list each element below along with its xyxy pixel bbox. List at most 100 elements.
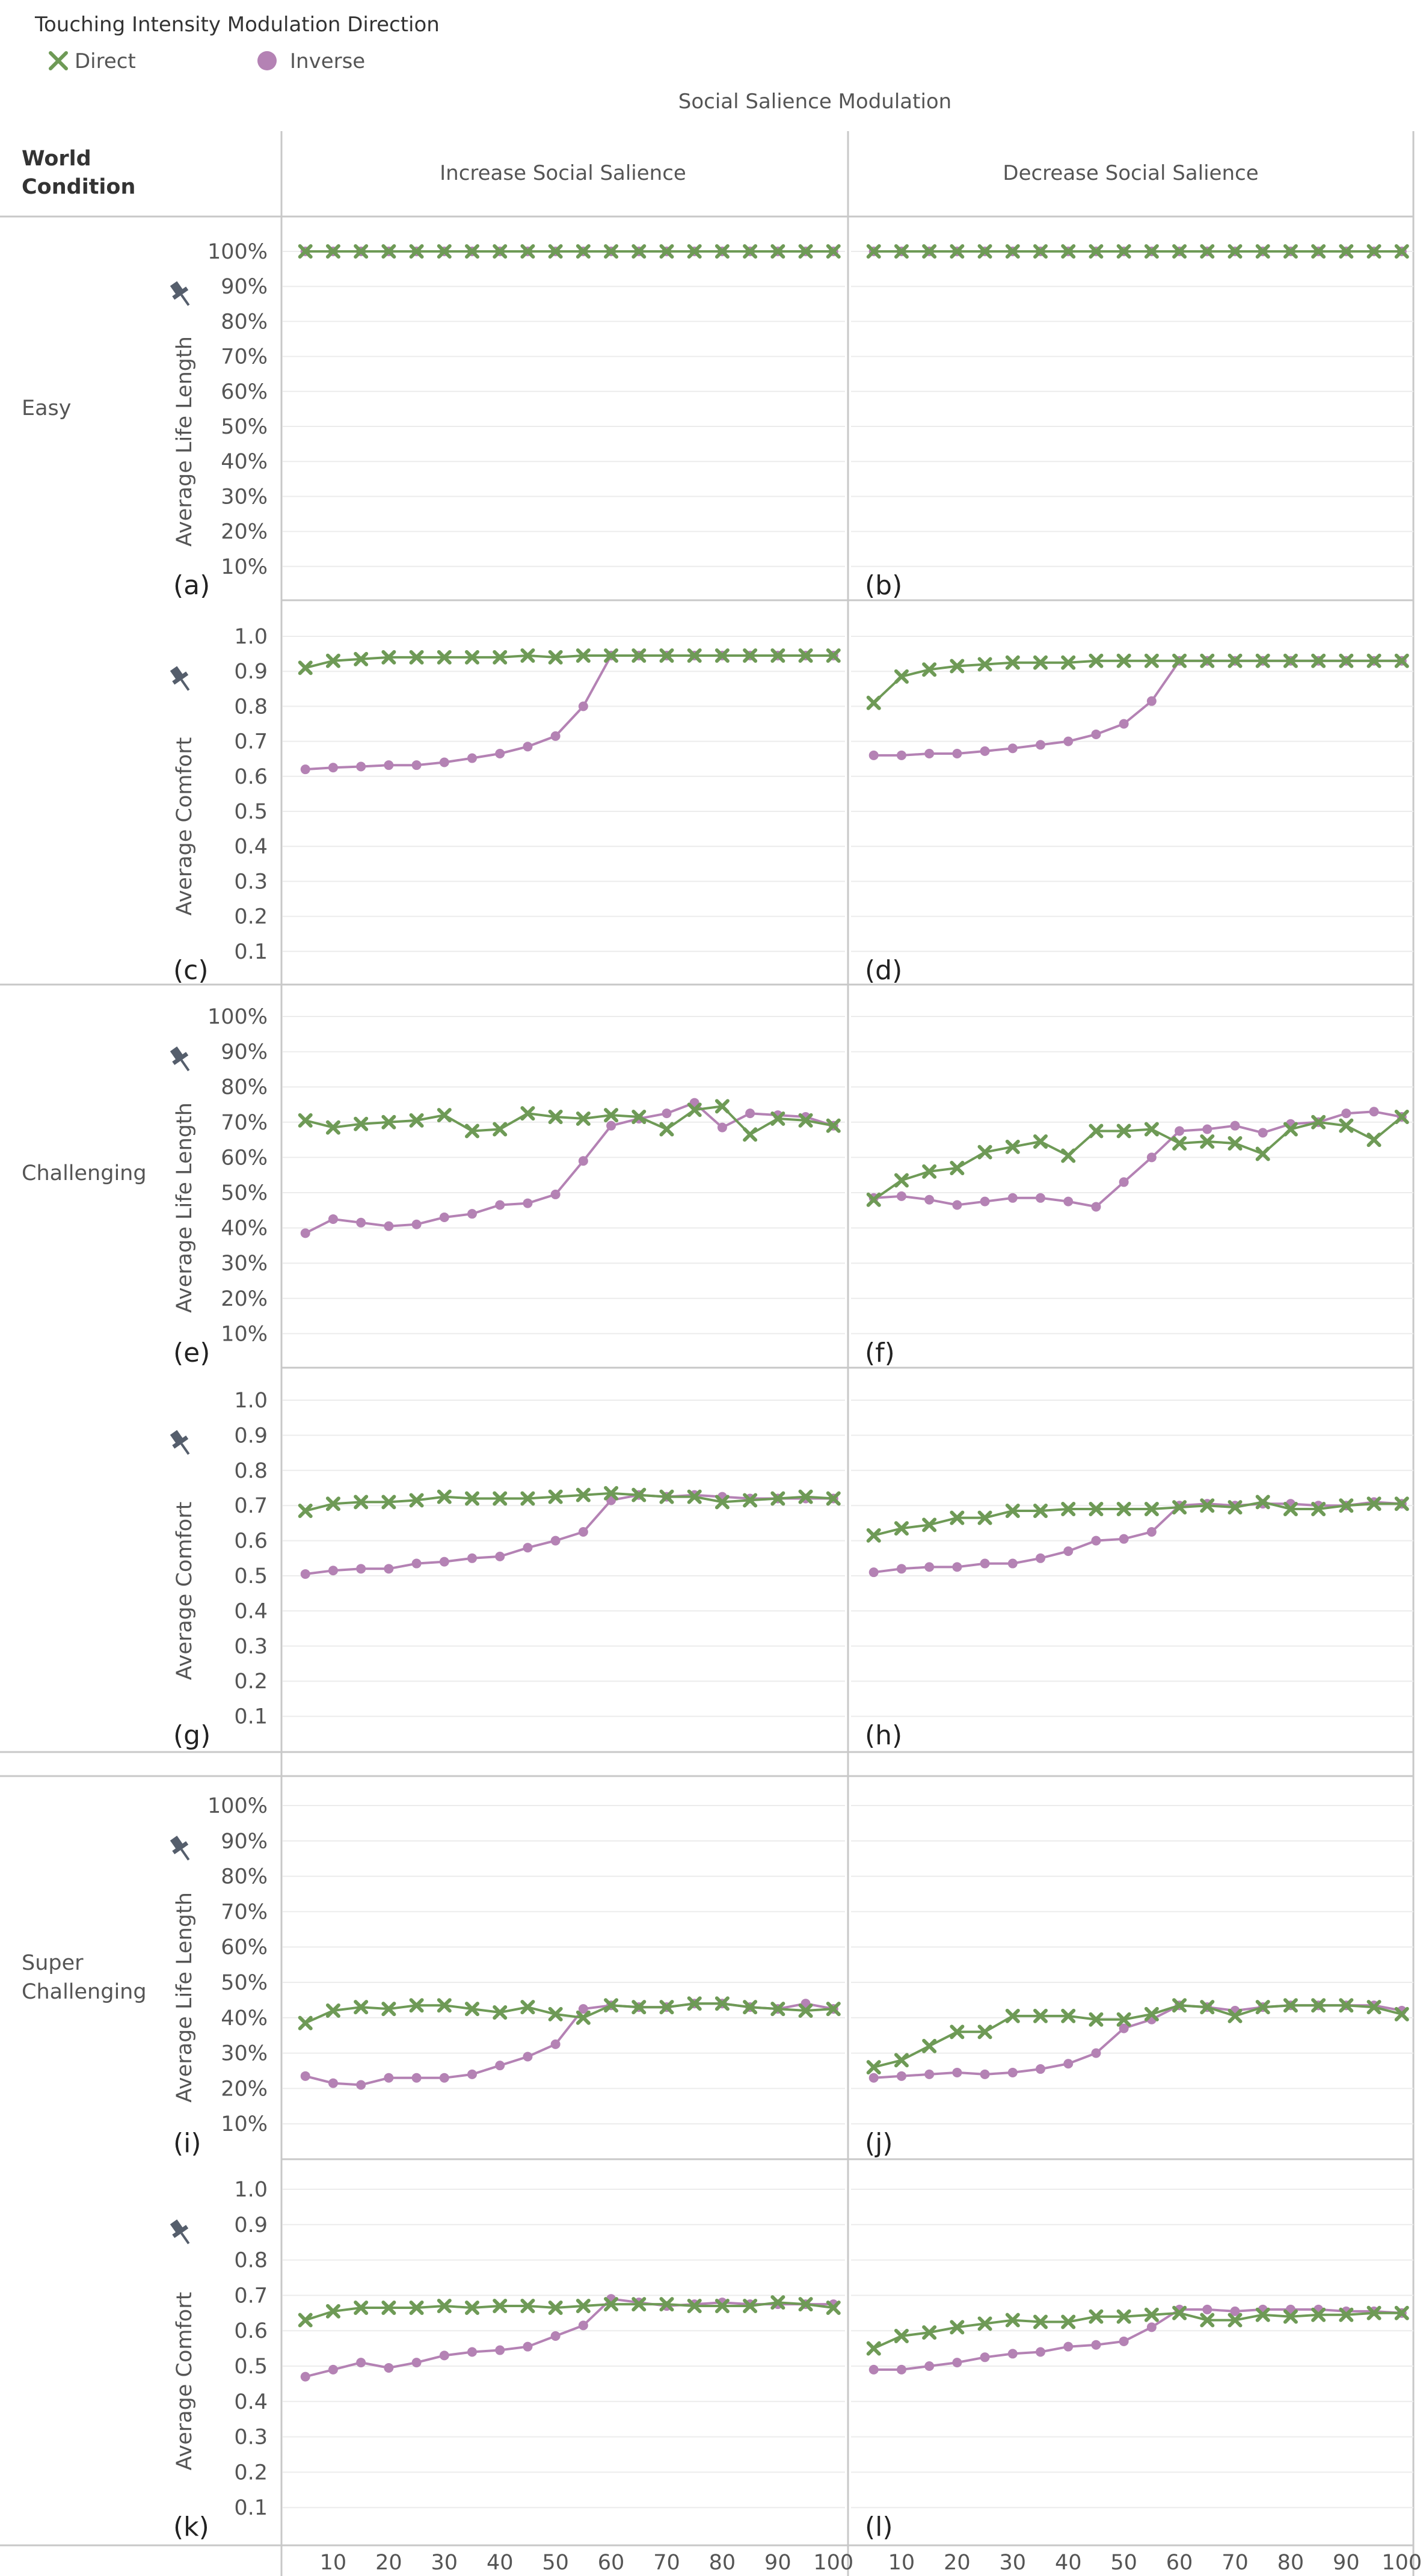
- point-direct: [715, 244, 730, 259]
- point-direct-stroke: [1339, 2307, 1354, 2322]
- y-tick-label: 80%: [221, 1075, 268, 1099]
- y-tick-label: 60%: [221, 1935, 268, 1960]
- point-direct: [1061, 244, 1076, 259]
- y-tick-label: 70%: [221, 1900, 268, 1924]
- point-direct-stroke: [1283, 1122, 1298, 1137]
- legend-item-direct[interactable]: Direct: [49, 49, 136, 73]
- point-direct-stroke: [632, 244, 647, 259]
- pin-icon[interactable]: [167, 1044, 195, 1075]
- point-direct: [659, 648, 674, 663]
- point-direct: [354, 1495, 369, 1510]
- legend-item-inverse[interactable]: Inverse: [257, 49, 365, 73]
- point-direct: [866, 1192, 881, 1207]
- pin-icon[interactable]: [167, 1428, 195, 1459]
- point-inverse: [868, 2073, 879, 2083]
- x-tick-label: 100: [1381, 2551, 1422, 2575]
- point-direct-stroke: [437, 650, 452, 665]
- point-direct-stroke: [1394, 2305, 1409, 2320]
- point-direct: [743, 2000, 758, 2015]
- y-tick-label: 20%: [221, 2077, 268, 2101]
- point-direct: [1144, 1502, 1159, 1517]
- point-inverse: [1007, 743, 1018, 754]
- y-tick-label: 0.5: [234, 2355, 268, 2379]
- point-direct: [409, 650, 424, 665]
- point-direct: [1033, 244, 1048, 259]
- y-tick-label: 0.5: [234, 1564, 268, 1588]
- point-direct: [437, 2299, 452, 2314]
- point-direct-stroke: [922, 244, 937, 259]
- point-direct-stroke: [298, 660, 313, 675]
- point-direct: [1339, 2307, 1354, 2322]
- point-direct: [493, 1122, 508, 1137]
- point-direct: [894, 2053, 909, 2068]
- x-tick-label: 60: [1166, 2551, 1193, 2575]
- point-direct-stroke: [1089, 1502, 1104, 1517]
- row-label-challenging: Challenging: [22, 1161, 147, 1185]
- series-line-direct: [873, 2311, 1402, 2350]
- point-inverse: [1119, 719, 1129, 729]
- point-direct-stroke: [1116, 244, 1131, 259]
- point-direct: [576, 2299, 591, 2314]
- point-direct-stroke: [1089, 244, 1104, 259]
- point-direct: [866, 244, 881, 259]
- pin-icon[interactable]: [167, 278, 195, 310]
- point-inverse: [1119, 2023, 1129, 2033]
- point-direct: [493, 244, 508, 259]
- point-direct-stroke: [770, 2002, 785, 2017]
- point-inverse: [550, 2039, 561, 2049]
- x-tick-label: 10: [888, 2551, 915, 2575]
- panel-label: (d): [865, 955, 902, 986]
- point-direct-stroke: [493, 1122, 508, 1137]
- point-direct-stroke: [437, 1108, 452, 1123]
- point-direct: [409, 1493, 424, 1508]
- pin-icon[interactable]: [167, 2217, 195, 2248]
- pin-icon[interactable]: [167, 1833, 195, 1864]
- point-direct-stroke: [1144, 2307, 1159, 2322]
- point-direct: [1200, 1134, 1215, 1149]
- point-direct-stroke: [977, 2316, 992, 2331]
- point-direct-stroke: [1033, 655, 1048, 670]
- point-inverse: [980, 1558, 990, 1569]
- point-direct: [715, 1996, 730, 2011]
- point-direct: [1033, 1134, 1048, 1149]
- point-direct: [520, 648, 535, 663]
- point-direct-stroke: [1366, 653, 1381, 668]
- panel-label: (f): [865, 1338, 895, 1368]
- point-inverse: [495, 2061, 505, 2071]
- point-direct-stroke: [894, 1521, 909, 1536]
- point-direct-stroke: [1311, 2307, 1326, 2322]
- point-direct: [866, 695, 881, 710]
- point-direct-stroke: [1116, 653, 1131, 668]
- point-inverse: [495, 1200, 505, 1210]
- point-inverse: [745, 1108, 755, 1119]
- x-tick-label: 10: [320, 2551, 347, 2575]
- point-direct-stroke: [381, 2002, 396, 2017]
- point-inverse: [384, 1221, 394, 1231]
- point-direct: [1061, 655, 1076, 670]
- point-direct-stroke: [1255, 244, 1270, 259]
- point-direct: [1005, 2313, 1020, 2328]
- point-direct-stroke: [1061, 244, 1076, 259]
- super-column-title: Social Salience Modulation: [678, 90, 951, 114]
- point-direct: [1033, 1503, 1048, 1518]
- point-direct: [325, 1496, 340, 1511]
- point-inverse: [300, 764, 310, 775]
- x-tick-label: 20: [944, 2551, 971, 2575]
- point-direct: [1394, 244, 1409, 259]
- point-inverse: [550, 1535, 561, 1546]
- pin-icon-base: [172, 1435, 189, 1449]
- point-direct-stroke: [1366, 2000, 1381, 2015]
- point-direct-stroke: [1366, 244, 1381, 259]
- point-direct: [1116, 653, 1131, 668]
- point-direct-stroke: [520, 1106, 535, 1121]
- point-direct-stroke: [1200, 1498, 1215, 1513]
- legend-label-direct: Direct: [75, 49, 136, 73]
- point-direct: [465, 244, 479, 259]
- point-direct: [687, 244, 702, 259]
- point-direct-stroke: [548, 2006, 563, 2021]
- point-direct-stroke: [866, 2341, 881, 2356]
- y-tick-label: 80%: [221, 1865, 268, 1889]
- pin-icon[interactable]: [167, 663, 195, 695]
- point-direct: [548, 650, 563, 665]
- point-inverse: [1369, 1107, 1379, 1117]
